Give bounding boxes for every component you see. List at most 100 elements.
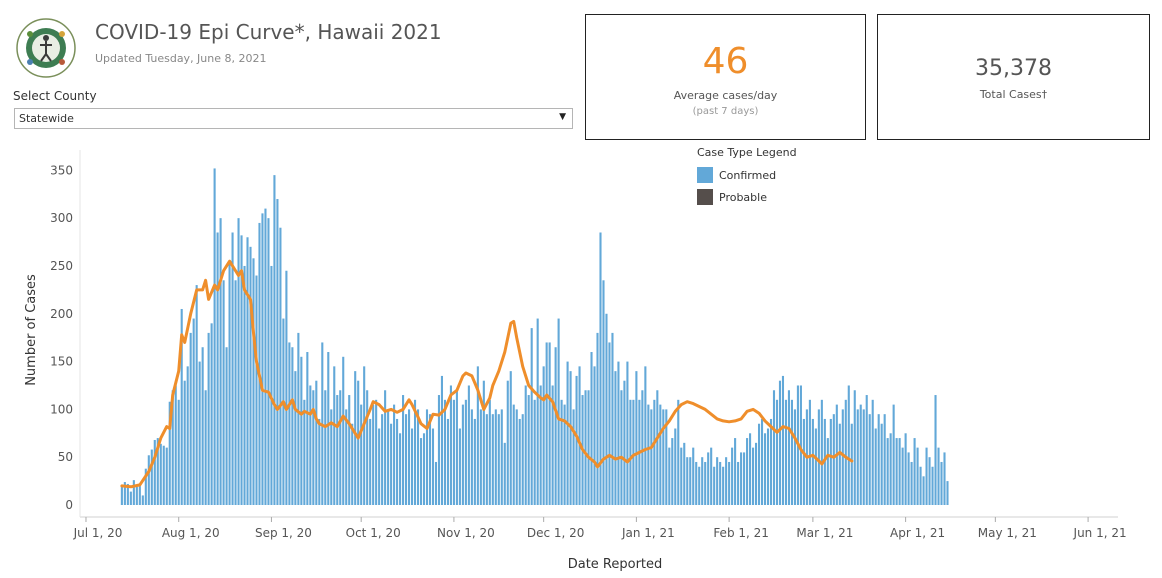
bar-confirmed <box>384 390 387 505</box>
bar-confirmed <box>749 433 752 505</box>
total-cases-value: 35,378 <box>975 56 1052 81</box>
bar-confirmed <box>243 265 246 505</box>
bar-confirmed <box>722 466 725 505</box>
legend-item-probable[interactable]: Probable <box>697 186 797 208</box>
bar-confirmed <box>399 433 402 505</box>
bar-confirmed <box>530 328 533 505</box>
bar-confirmed <box>339 390 342 505</box>
bar-confirmed <box>249 246 252 505</box>
legend-item-confirmed[interactable]: Confirmed <box>697 164 797 186</box>
county-select[interactable]: Statewide ▼ <box>14 108 573 129</box>
bar-confirmed <box>719 461 722 505</box>
bar-confirmed <box>710 447 713 505</box>
bar-confirmed <box>294 371 297 505</box>
bar-confirmed <box>713 466 716 505</box>
bar-confirmed <box>934 395 937 505</box>
bar-confirmed <box>698 466 701 505</box>
bar-confirmed <box>396 418 399 505</box>
bar-confirmed <box>306 352 309 505</box>
case-type-legend: Case Type Legend Confirmed Probable <box>697 146 797 208</box>
bar-confirmed <box>390 423 393 505</box>
bar-confirmed <box>704 461 707 505</box>
bar-confirmed <box>883 414 886 505</box>
bar-confirmed <box>811 418 814 505</box>
seven-day-average-line <box>120 259 854 489</box>
bar-confirmed <box>186 366 189 505</box>
bar-confirmed <box>488 399 491 505</box>
bar-confirmed <box>285 270 288 505</box>
chevron-down-icon[interactable]: ▼ <box>559 112 566 122</box>
bar-confirmed <box>273 175 276 505</box>
bar-confirmed <box>560 399 563 505</box>
y-tick-label: 50 <box>58 450 73 464</box>
bar-confirmed <box>405 414 408 505</box>
bar-confirmed <box>503 442 506 505</box>
bar-confirmed <box>760 418 764 505</box>
bar-confirmed <box>267 218 270 505</box>
bar-confirmed <box>482 380 485 505</box>
bar-confirmed <box>449 385 452 505</box>
bar-confirmed <box>366 390 369 505</box>
bar-confirmed <box>689 457 692 505</box>
bar-confirmed <box>575 375 578 505</box>
bar-confirmed <box>291 347 294 505</box>
bar-confirmed <box>452 399 455 505</box>
x-tick-label: Apr 1, 21 <box>890 526 945 540</box>
bar-confirmed <box>746 438 749 505</box>
bar-confirmed <box>889 433 892 505</box>
bar-confirmed <box>781 375 785 505</box>
bar-confirmed <box>686 457 689 505</box>
bar-confirmed <box>754 442 758 505</box>
bar-confirmed <box>213 168 216 505</box>
bar-confirmed <box>772 390 776 505</box>
bar-confirmed <box>644 366 647 505</box>
bar-confirmed <box>231 232 234 505</box>
bar-confirmed <box>300 356 303 505</box>
bar-confirmed <box>650 409 653 505</box>
bar-confirmed <box>599 232 602 505</box>
x-tick-label: Jan 1, 21 <box>621 526 675 540</box>
bar-confirmed <box>309 385 312 505</box>
bar-confirmed <box>829 418 832 505</box>
bar-confirmed <box>925 447 928 505</box>
bar-confirmed <box>345 409 348 505</box>
legend-swatch-probable <box>697 189 713 205</box>
bar-confirmed <box>680 447 683 505</box>
bar-confirmed <box>557 318 560 505</box>
legend-label-probable: Probable <box>719 190 767 204</box>
bar-confirmed <box>859 404 862 505</box>
legend-title: Case Type Legend <box>697 146 797 159</box>
bar-confirmed <box>587 390 590 505</box>
bar-confirmed <box>916 447 919 505</box>
bar-confirmed <box>461 404 464 505</box>
bar-confirmed <box>728 461 731 505</box>
bar-confirmed <box>817 409 820 505</box>
bar-confirmed <box>665 409 668 505</box>
bar-confirmed <box>572 409 575 505</box>
bar-confirmed <box>853 390 856 505</box>
x-tick-label: Feb 1, 21 <box>713 526 769 540</box>
bar-confirmed <box>315 380 318 505</box>
bar-confirmed <box>865 395 868 505</box>
bar-confirmed <box>527 395 530 505</box>
bar-confirmed <box>659 404 662 505</box>
bar-confirmed <box>425 409 429 505</box>
bar-confirmed <box>123 482 126 505</box>
bar-confirmed <box>443 399 446 505</box>
bar-confirmed <box>387 409 390 505</box>
bar-confirmed <box>898 438 901 505</box>
bar-confirmed <box>330 409 333 505</box>
y-tick-label: 150 <box>50 355 73 369</box>
bar-confirmed <box>707 452 710 505</box>
bar-confirmed <box>177 399 180 505</box>
bar-confirmed <box>874 428 877 505</box>
bar-confirmed <box>342 356 345 505</box>
bar-confirmed <box>515 409 518 505</box>
bar-confirmed <box>222 280 225 505</box>
bar-confirmed <box>778 380 782 505</box>
bar-confirmed <box>261 213 264 505</box>
bar-confirmed <box>473 418 476 505</box>
bar-confirmed <box>183 380 186 505</box>
bar-confirmed <box>737 461 740 505</box>
bar-confirmed <box>180 308 183 505</box>
